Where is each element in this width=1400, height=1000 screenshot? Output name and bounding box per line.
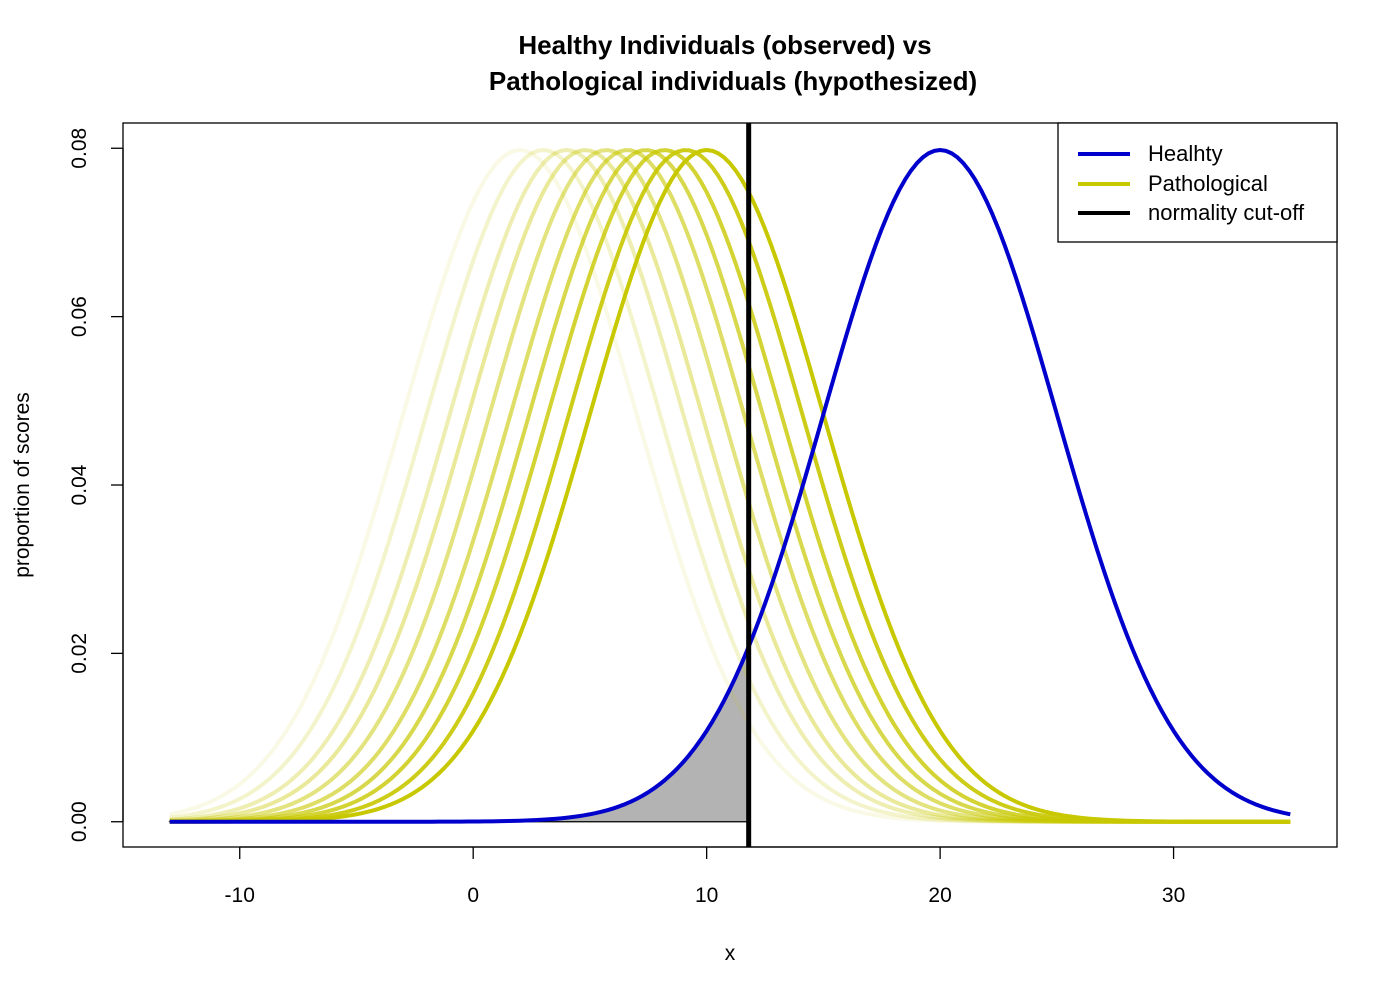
legend-label-healthy: Healhty <box>1148 141 1223 166</box>
plot-area <box>168 123 1291 847</box>
y-tick-label: 0.06 <box>68 296 91 337</box>
y-tick-label: 0.08 <box>68 128 91 169</box>
y-tick-label: 0.00 <box>68 801 91 842</box>
x-tick-label: 10 <box>695 884 718 907</box>
y-axis: 0.00 0.02 0.04 0.06 0.08 <box>68 128 124 842</box>
chart-title-line-2: Pathological individuals (hypothesized) <box>489 66 977 96</box>
pathological-curve-10 <box>169 148 1291 824</box>
x-axis: -10 0 10 20 30 <box>225 846 1185 907</box>
chart-title-line-1: Healthy Individuals (observed) vs <box>518 30 931 60</box>
legend: Healhty Pathological normality cut-off <box>1057 122 1338 243</box>
x-tick-label: 20 <box>928 884 951 907</box>
x-axis-label: x <box>725 942 736 965</box>
healthy-curve <box>169 148 1291 824</box>
y-axis-label: proportion of scores <box>11 392 34 578</box>
shaded-tail-region <box>168 646 750 823</box>
y-tick-label: 0.04 <box>68 464 91 505</box>
legend-label-cutoff: normality cut-off <box>1148 200 1305 225</box>
y-tick-label: 0.02 <box>68 633 91 674</box>
x-tick-label: 0 <box>467 884 479 907</box>
x-tick-label: -10 <box>225 884 255 907</box>
x-tick-label: 30 <box>1162 884 1185 907</box>
legend-label-pathological: Pathological <box>1148 171 1268 196</box>
